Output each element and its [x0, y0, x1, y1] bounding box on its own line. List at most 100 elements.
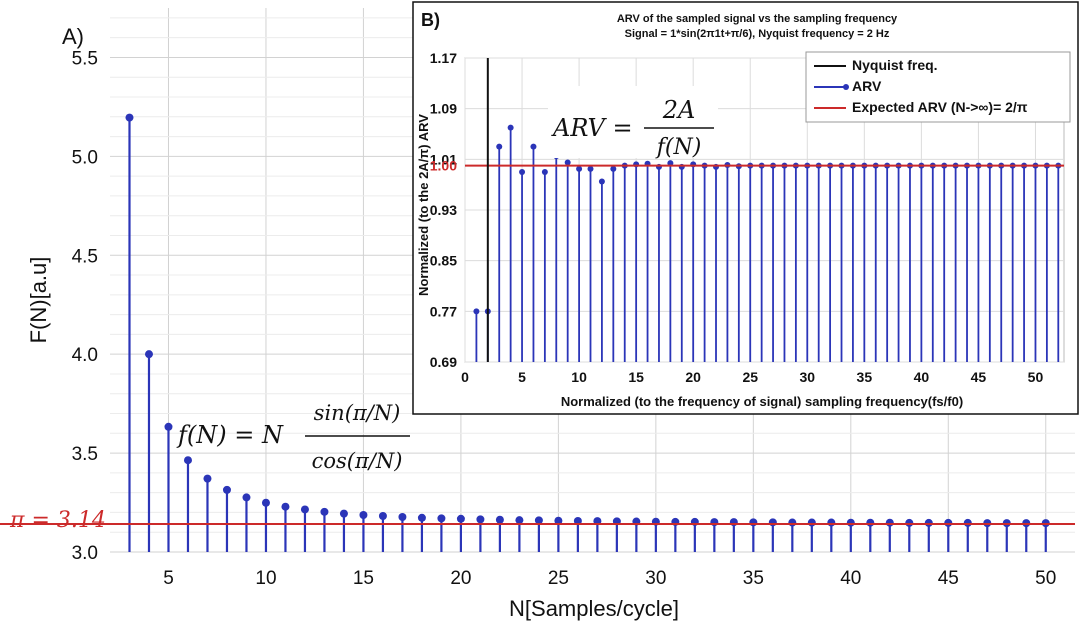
formula-lhs: f(N) = N: [176, 421, 284, 449]
stem-point: [846, 518, 855, 527]
y-tick-label: 0.93: [430, 202, 457, 218]
panel-a-y-ticks: 3.0 3.5 4.0 4.5 5.0 5.5: [72, 48, 98, 564]
stem-point: [534, 516, 543, 525]
x-tick-label: 45: [971, 369, 987, 385]
stem-point: [667, 160, 674, 167]
stem-point: [827, 518, 836, 527]
y-tick-label: 4.5: [72, 246, 98, 267]
stem-point: [573, 516, 582, 525]
stem-point: [515, 516, 524, 525]
stem-point: [281, 502, 290, 511]
stem-point: [768, 518, 777, 527]
x-tick-label: 20: [450, 568, 471, 589]
x-tick-label: 15: [628, 369, 644, 385]
stem-point: [320, 507, 329, 516]
legend-label-arv: ARV: [852, 78, 882, 94]
stem-point: [530, 143, 537, 150]
stem-point: [610, 165, 617, 172]
panel-b-subtitle: Signal = 1*sin(2π1t+π/6), Nyquist freque…: [625, 28, 890, 40]
stem-point: [359, 511, 368, 520]
y-tick-label: 0.69: [430, 354, 457, 370]
stem-point: [437, 514, 446, 523]
stem-point: [164, 422, 173, 431]
panel-b-y-label: Normalized (to the 2A/π) ARV: [416, 114, 431, 296]
y-tick-label: 5.5: [72, 48, 98, 69]
legend-marker-arv: [843, 84, 849, 90]
formula-denominator: cos(π/N): [312, 449, 403, 473]
stem-point: [495, 515, 504, 524]
y-tick-label: 1.09: [430, 101, 457, 117]
x-tick-label: 30: [799, 369, 815, 385]
panel-b-x-ticks: 0 5 10 15 20 25 30 35 40 45 50: [461, 369, 1043, 385]
stem-point: [456, 514, 465, 523]
x-tick-label: 40: [914, 369, 930, 385]
x-tick-label: 15: [353, 568, 374, 589]
stem-point: [473, 308, 480, 315]
x-tick-label: 5: [163, 568, 174, 589]
panel-b-formula: ARV = 2A f(N): [548, 86, 718, 160]
stem-point: [905, 518, 914, 527]
stem-point: [183, 456, 192, 465]
stem-point: [242, 493, 251, 502]
stem-point: [203, 474, 212, 483]
stem-point: [944, 518, 953, 527]
panel-b-y-ticks: 0.69 0.77 0.85 0.93 1.01 1.09 1.17 1.00: [430, 50, 457, 370]
stem-point: [963, 518, 972, 527]
legend-label-expected: Expected ARV (N->∞)= 2/π: [852, 99, 1028, 115]
x-tick-label: 0: [461, 369, 469, 385]
stem-point: [476, 515, 485, 524]
y-tick-label: 1.01: [430, 151, 457, 167]
x-tick-label: 35: [857, 369, 873, 385]
y-tick-label: 1.17: [430, 50, 457, 66]
stem-point: [598, 178, 605, 185]
y-tick-label: 0.85: [430, 253, 457, 269]
panel-b-title: ARV of the sampled signal vs the samplin…: [617, 13, 898, 25]
stem-point: [339, 509, 348, 518]
x-tick-label: 10: [255, 568, 276, 589]
x-tick-label: 30: [645, 568, 666, 589]
panel-a-x-ticks: 5 10 15 20 25 30 35 40 45 50: [163, 568, 1056, 589]
formula-b-lhs: ARV =: [551, 114, 633, 142]
legend-box: [805, 51, 1071, 123]
x-tick-label: 40: [840, 568, 861, 589]
stem-point: [788, 518, 797, 527]
panel-a-x-label: N[Samples/cycle]: [509, 596, 679, 621]
panel-b: 0.69 0.77 0.85 0.93 1.01 1.09 1.17 1.00 0 5 10 15 2…: [412, 1, 1079, 415]
y-tick-label-highlight: 1.00: [430, 158, 457, 174]
stem-point: [749, 518, 758, 527]
panel-b-stems: [473, 124, 1062, 362]
formula-b-background: [548, 86, 718, 158]
x-tick-label: 5: [518, 369, 526, 385]
formula-b-denominator: f(N): [655, 135, 702, 160]
formula-b-numerator: 2A: [662, 96, 696, 124]
stem-point: [417, 513, 426, 522]
formula-numerator: sin(π/N): [314, 401, 401, 425]
y-tick-label: 4.0: [72, 345, 98, 366]
x-tick-label: 50: [1035, 568, 1056, 589]
x-tick-label: 35: [743, 568, 764, 589]
stem-point: [587, 165, 594, 172]
stem-point: [807, 518, 816, 527]
stem-point: [496, 143, 503, 150]
stem-point: [519, 169, 526, 175]
stem-point: [576, 165, 583, 172]
stem-point: [885, 518, 894, 527]
panel-a-y-label: F(N)[a.u]: [26, 257, 51, 344]
stem-point: [866, 518, 875, 527]
x-tick-label: 10: [571, 369, 587, 385]
legend-label-nyquist: Nyquist freq.: [852, 57, 938, 73]
panel-a-label: A): [62, 24, 84, 49]
panel-b-label: B): [421, 10, 440, 30]
panel-a-formula: f(N) = N sin(π/N) cos(π/N): [176, 401, 410, 473]
x-tick-label: 20: [685, 369, 701, 385]
stem-point: [261, 498, 270, 507]
y-tick-label: 3.5: [72, 444, 98, 465]
pi-reference-label: π = 3.14: [9, 508, 106, 533]
stem-point: [554, 516, 563, 525]
panel-b-x-label: Normalized (to the frequency of signal) …: [561, 394, 963, 409]
panel-b-legend: Nyquist freq. ARV Expected ARV (N->∞)= 2…: [805, 51, 1071, 123]
stem-point: [398, 512, 407, 521]
stem-point: [541, 169, 548, 175]
stem-point: [300, 505, 309, 514]
